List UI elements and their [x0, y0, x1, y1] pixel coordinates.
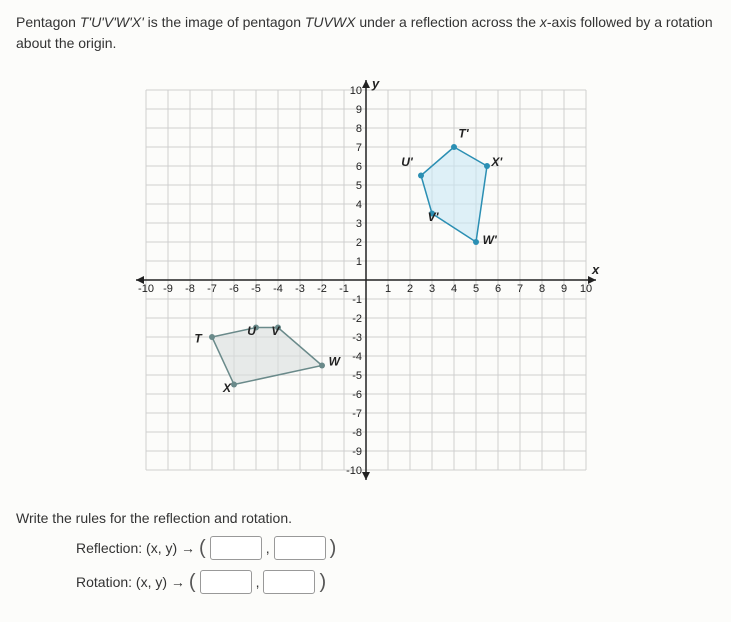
rotation-label: Rotation: (x, y) → [76, 574, 185, 590]
svg-text:W': W' [482, 233, 497, 247]
comma: , [266, 540, 270, 556]
svg-text:9: 9 [355, 104, 361, 116]
svg-text:-10: -10 [346, 465, 362, 477]
svg-text:2: 2 [406, 283, 412, 295]
axis-var: x [540, 14, 547, 30]
svg-text:T': T' [458, 127, 469, 141]
svg-text:W: W [328, 355, 341, 369]
text: Pentagon [16, 14, 80, 30]
comma: , [256, 574, 260, 590]
svg-text:2: 2 [355, 237, 361, 249]
svg-text:10: 10 [349, 85, 361, 97]
svg-text:-5: -5 [352, 370, 362, 382]
rotation-x-input[interactable] [200, 570, 252, 594]
graph-container: -10-9-8-7-6-5-4-3-2-112345678910-10-9-8-… [16, 70, 715, 490]
reflection-x-input[interactable] [210, 536, 262, 560]
svg-text:T: T [194, 332, 203, 346]
svg-text:6: 6 [355, 161, 361, 173]
svg-text:5: 5 [355, 180, 361, 192]
svg-text:4: 4 [355, 199, 361, 211]
reflection-rule-row: Reflection: (x, y) → ( , ) [76, 536, 715, 560]
svg-text:8: 8 [355, 123, 361, 135]
svg-text:-3: -3 [352, 332, 362, 344]
svg-text:x: x [591, 262, 600, 277]
svg-text:-5: -5 [251, 283, 261, 295]
svg-text:-2: -2 [317, 283, 327, 295]
shape-name-2: TUVWX [305, 14, 356, 30]
svg-text:1: 1 [384, 283, 390, 295]
problem-statement: Pentagon T'U'V'W'X' is the image of pent… [16, 12, 715, 54]
svg-text:-7: -7 [207, 283, 217, 295]
text: is the image of pentagon [144, 14, 305, 30]
svg-text:8: 8 [538, 283, 544, 295]
svg-text:-2: -2 [352, 313, 362, 325]
svg-text:3: 3 [428, 283, 434, 295]
text: under a reflection across the [355, 14, 539, 30]
svg-text:-4: -4 [273, 283, 283, 295]
svg-text:-6: -6 [229, 283, 239, 295]
rotation-rule-row: Rotation: (x, y) → ( , ) [76, 570, 715, 594]
svg-text:7: 7 [355, 142, 361, 154]
svg-text:U': U' [401, 155, 414, 169]
svg-text:-10: -10 [138, 283, 154, 295]
svg-text:4: 4 [450, 283, 456, 295]
paren-close: ) [319, 571, 326, 594]
svg-text:-1: -1 [339, 283, 349, 295]
svg-text:-4: -4 [352, 351, 362, 363]
svg-text:6: 6 [494, 283, 500, 295]
svg-text:9: 9 [560, 283, 566, 295]
svg-text:7: 7 [516, 283, 522, 295]
svg-text:-9: -9 [163, 283, 173, 295]
paren-close: ) [330, 537, 337, 560]
reflection-label: Reflection: (x, y) → [76, 540, 195, 556]
svg-text:-8: -8 [185, 283, 195, 295]
reflection-y-input[interactable] [274, 536, 326, 560]
svg-text:-3: -3 [295, 283, 305, 295]
paren-open: ( [199, 537, 206, 560]
svg-text:X': X' [490, 155, 503, 169]
coordinate-graph: -10-9-8-7-6-5-4-3-2-112345678910-10-9-8-… [126, 70, 606, 490]
svg-text:1: 1 [355, 256, 361, 268]
svg-text:V: V [271, 324, 280, 338]
svg-text:-7: -7 [352, 408, 362, 420]
rotation-y-input[interactable] [263, 570, 315, 594]
svg-text:U: U [247, 324, 256, 338]
rules-heading: Write the rules for the reflection and r… [16, 510, 715, 526]
svg-text:10: 10 [579, 283, 591, 295]
svg-text:V': V' [427, 210, 439, 224]
svg-text:-1: -1 [352, 294, 362, 306]
svg-text:-8: -8 [352, 427, 362, 439]
shape-name-1: T'U'V'W'X' [80, 14, 144, 30]
svg-text:-6: -6 [352, 389, 362, 401]
svg-text:-9: -9 [352, 446, 362, 458]
rules-section: Write the rules for the reflection and r… [16, 510, 715, 594]
svg-text:3: 3 [355, 218, 361, 230]
svg-text:5: 5 [472, 283, 478, 295]
svg-text:y: y [371, 76, 380, 91]
paren-open: ( [189, 571, 196, 594]
svg-text:X: X [222, 381, 232, 395]
